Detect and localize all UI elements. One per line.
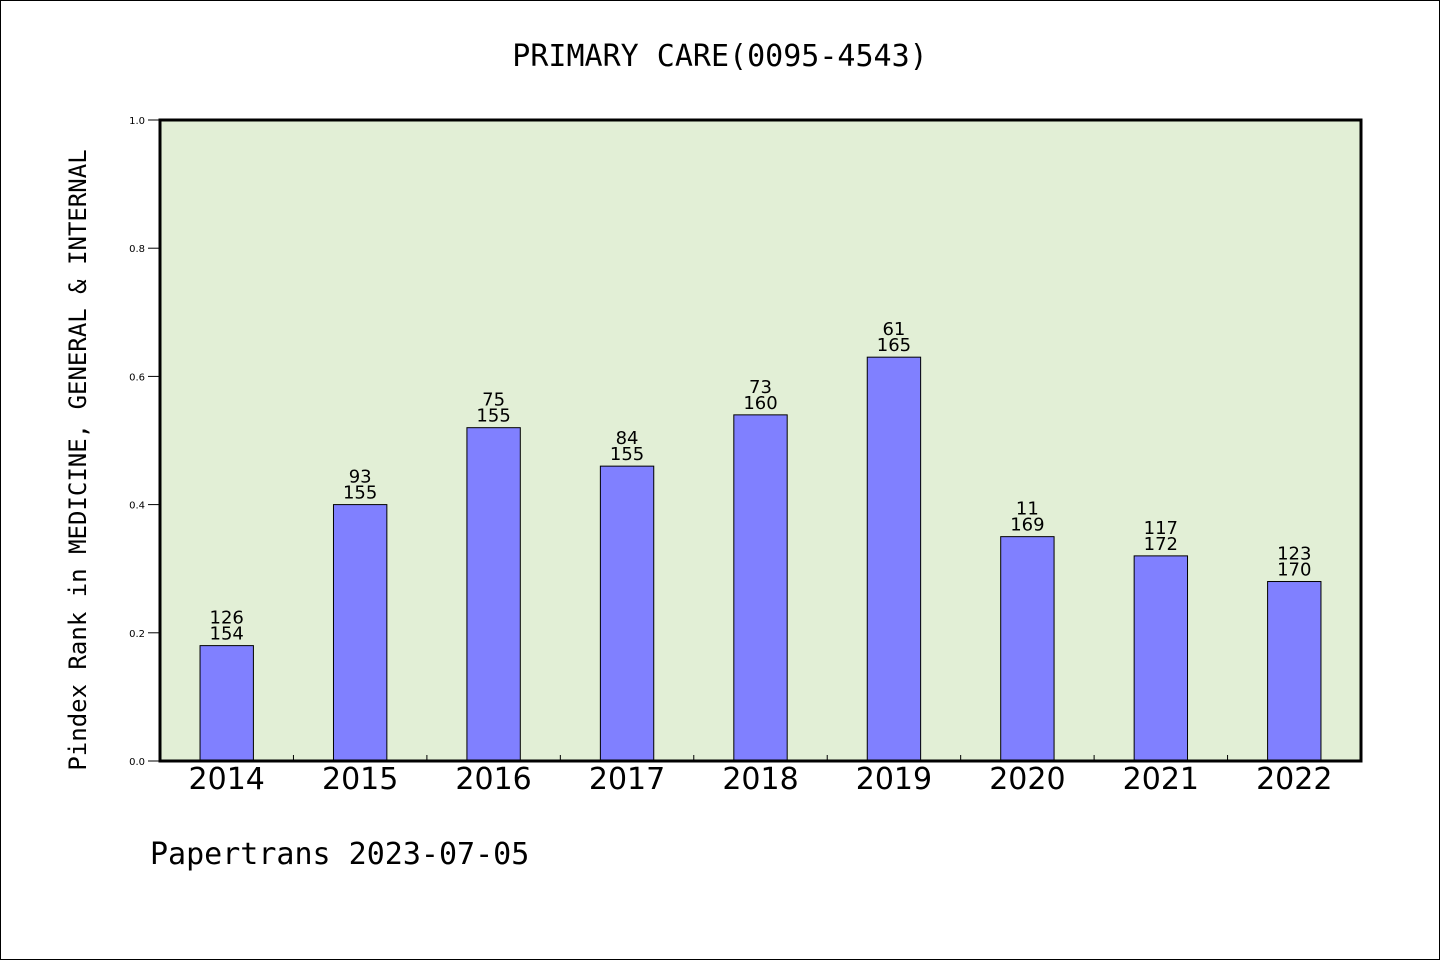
rank-label-2016: 75: [482, 390, 505, 411]
x-axis-ticks: 2014 2015 2016 2017 2018 2019 2020 2021 2022: [189, 755, 1332, 797]
x-tick-label-2020: 2020: [989, 762, 1065, 797]
total-label-2016: 155: [476, 406, 510, 427]
total-label-2015: 155: [343, 483, 377, 504]
bar-2017: [599, 465, 655, 762]
footer-credit: Papertrans 2023-07-05: [150, 837, 529, 872]
rank-label-2017: 84: [616, 428, 639, 449]
chart-title: PRIMARY CARE(0095-4543): [512, 39, 927, 74]
rank-label-2014: 126: [210, 608, 244, 629]
bar-2019: [866, 356, 922, 762]
x-tick-label-2015: 2015: [322, 762, 398, 797]
bar-2015: [332, 504, 388, 762]
rank-label-2020: 11: [1016, 499, 1039, 520]
total-label-2021: 172: [1144, 534, 1178, 555]
total-label-2017: 155: [610, 444, 644, 465]
rank-label-2015: 93: [349, 467, 372, 488]
bar-2021: [1133, 555, 1189, 762]
plot-border: [158, 118, 1363, 763]
x-tick-label-2022: 2022: [1256, 762, 1332, 797]
x-tick-label-2018: 2018: [722, 762, 798, 797]
y-tick-label-0.2: 0.2: [129, 629, 145, 640]
total-label-2014: 154: [210, 624, 244, 645]
total-label-2018: 160: [743, 393, 777, 414]
y-axis-ticks: 0.0 0.2 0.4 0.6 0.8 1.0: [129, 116, 160, 768]
x-tick-label-2019: 2019: [856, 762, 932, 797]
bar-2016: [466, 427, 521, 762]
bar-2020: [1000, 536, 1055, 762]
y-tick-label-0.0: 0.0: [129, 757, 145, 768]
bar-2022: [1267, 581, 1322, 762]
y-tick-label-0.6: 0.6: [129, 372, 145, 383]
x-tick-label-2014: 2014: [189, 762, 265, 797]
rank-label-2022: 123: [1277, 544, 1311, 565]
x-tick-label-2016: 2016: [455, 762, 531, 797]
rank-label-2021: 117: [1144, 518, 1178, 539]
rank-label-2018: 73: [749, 377, 772, 398]
y-tick-label-1.0: 1.0: [129, 116, 145, 127]
y-tick-label-0.4: 0.4: [129, 501, 145, 512]
y-tick-label-0.8: 0.8: [129, 244, 145, 255]
y-axis-label: Pindex Rank in MEDICINE, GENERAL & INTER…: [64, 149, 92, 770]
x-tick-label-2021: 2021: [1123, 762, 1199, 797]
total-label-2019: 165: [877, 335, 911, 356]
total-label-2020: 169: [1010, 515, 1044, 536]
bar-2018: [733, 414, 788, 762]
total-label-2022: 170: [1277, 560, 1311, 581]
x-tick-label-2017: 2017: [589, 762, 665, 797]
bar-2014: [199, 645, 254, 762]
rank-label-2019: 61: [882, 319, 905, 340]
